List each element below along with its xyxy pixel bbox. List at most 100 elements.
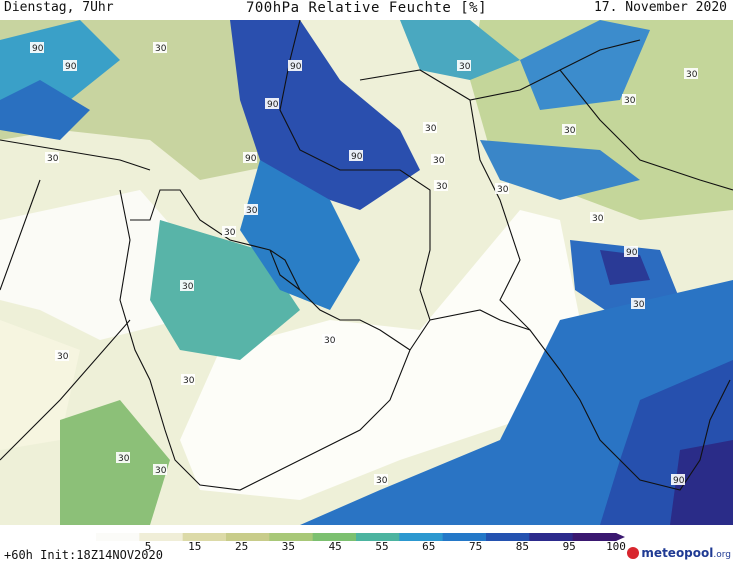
svg-text:30: 30 xyxy=(592,214,604,224)
forecast-date: 17. November 2020 xyxy=(593,0,727,15)
contour-label: 30 xyxy=(153,42,167,54)
moist-area xyxy=(0,80,90,140)
svg-text:30: 30 xyxy=(436,182,448,192)
humidity-area xyxy=(480,140,640,200)
contour-label: 30 xyxy=(590,212,604,224)
brand-logo[interactable]: meteopool.org xyxy=(627,546,731,560)
contour-labels: 90 90 30 90 90 30 90 90 30 30 30 30 30 3… xyxy=(30,42,698,486)
color-scale-swatch xyxy=(572,533,617,541)
dry-area xyxy=(180,210,580,500)
humidity-area xyxy=(400,20,520,80)
color-scale-tick: 25 xyxy=(234,540,249,553)
contour-label: 30 xyxy=(244,204,258,216)
color-scale-swatch xyxy=(356,533,400,541)
svg-text:90: 90 xyxy=(351,152,363,162)
svg-text:30: 30 xyxy=(155,44,167,54)
moist-area xyxy=(230,20,420,210)
map-canvas: 90 90 30 90 90 30 90 90 30 30 30 30 30 3… xyxy=(0,20,733,525)
svg-text:30: 30 xyxy=(624,96,636,106)
brand-name: meteopool xyxy=(641,546,714,560)
map-title: 700hPa Relative Feuchte [%] xyxy=(245,0,488,16)
color-scale-bar xyxy=(96,528,626,541)
svg-text:30: 30 xyxy=(47,154,59,164)
contour-label: 30 xyxy=(116,452,130,464)
color-scale xyxy=(96,533,625,541)
svg-text:30: 30 xyxy=(459,62,471,72)
color-scale-tick: 95 xyxy=(562,540,576,553)
logo-icon xyxy=(627,547,640,559)
contour-label: 90 xyxy=(30,42,44,54)
contour-label: 90 xyxy=(243,152,257,164)
contour-label: 30 xyxy=(374,474,388,486)
color-scale-swatch xyxy=(182,533,227,541)
color-scale-swatch xyxy=(96,533,140,541)
humidity-area xyxy=(520,20,650,110)
svg-text:30: 30 xyxy=(376,476,388,486)
color-scale-swatch xyxy=(226,533,270,541)
contour-label: 30 xyxy=(431,154,445,166)
color-scale-swatch xyxy=(312,533,357,541)
color-scale-tick: 65 xyxy=(422,540,436,553)
contour-label: 30 xyxy=(153,464,167,476)
svg-text:90: 90 xyxy=(290,62,302,72)
contour-label: 90 xyxy=(671,474,685,486)
contour-label: 30 xyxy=(434,180,448,192)
color-scale-tick: 5 xyxy=(144,540,152,553)
run-info: +60h Init:18Z14NOV2020 xyxy=(4,548,163,562)
svg-text:30: 30 xyxy=(425,124,437,134)
contour-label: 30 xyxy=(457,60,471,72)
svg-text:90: 90 xyxy=(267,100,279,110)
svg-text:30: 30 xyxy=(155,466,167,476)
brand-suffix: .org xyxy=(713,550,731,560)
color-scale-tick: 45 xyxy=(328,540,342,553)
color-scale-tick: 15 xyxy=(188,540,202,553)
svg-text:90: 90 xyxy=(65,62,77,72)
contour-label: 30 xyxy=(45,152,59,164)
color-scale-tick: 85 xyxy=(515,540,530,553)
coastlines xyxy=(0,20,733,491)
humidity-area xyxy=(60,400,170,525)
contour-label: 30 xyxy=(55,350,69,362)
contour-label: 30 xyxy=(322,334,336,346)
moist-area xyxy=(240,160,360,310)
color-scale-swatch xyxy=(269,533,314,541)
humidity-map: 90 90 30 90 90 30 90 90 30 30 30 30 30 3… xyxy=(0,20,733,525)
contour-label: 30 xyxy=(495,183,509,195)
color-scale-tick: 100 xyxy=(606,540,626,553)
svg-text:30: 30 xyxy=(224,228,236,238)
color-scale-swatch xyxy=(442,533,487,541)
color-scale-arrow xyxy=(616,533,625,541)
color-scale-ticks: 5 15 25 35 45 55 65 75 85 95 100 xyxy=(96,540,626,554)
contour-label: 30 xyxy=(180,280,194,292)
forecast-time: Dienstag, 7Uhr xyxy=(4,0,114,15)
contour-label: 30 xyxy=(684,68,698,80)
svg-text:90: 90 xyxy=(673,476,685,486)
color-scale-tick: 55 xyxy=(375,540,389,553)
contour-label: 90 xyxy=(624,246,638,258)
color-scale-tick: 35 xyxy=(281,540,296,553)
svg-text:30: 30 xyxy=(246,206,258,216)
contour-label: 30 xyxy=(423,122,437,134)
header: Dienstag, 7Uhr 700hPa Relative Feuchte [… xyxy=(0,0,733,20)
contour-label: 30 xyxy=(222,226,236,238)
svg-text:30: 30 xyxy=(324,336,336,346)
contour-label: 30 xyxy=(622,94,636,106)
contour-label: 90 xyxy=(63,60,77,72)
moist-area xyxy=(600,250,650,285)
svg-text:30: 30 xyxy=(497,185,509,195)
svg-text:30: 30 xyxy=(633,300,645,310)
svg-text:30: 30 xyxy=(118,454,130,464)
color-scale-swatch xyxy=(486,533,530,541)
contour-label: 90 xyxy=(265,98,279,110)
svg-text:30: 30 xyxy=(564,126,576,136)
color-scale-swatch xyxy=(529,533,574,541)
svg-text:30: 30 xyxy=(686,70,698,80)
svg-text:30: 30 xyxy=(57,352,69,362)
svg-text:30: 30 xyxy=(183,376,195,386)
contour-label: 90 xyxy=(288,60,302,72)
svg-text:30: 30 xyxy=(182,282,194,292)
svg-text:90: 90 xyxy=(32,44,44,54)
svg-text:90: 90 xyxy=(626,248,638,258)
svg-text:90: 90 xyxy=(245,154,257,164)
color-scale-tick: 75 xyxy=(468,540,483,553)
